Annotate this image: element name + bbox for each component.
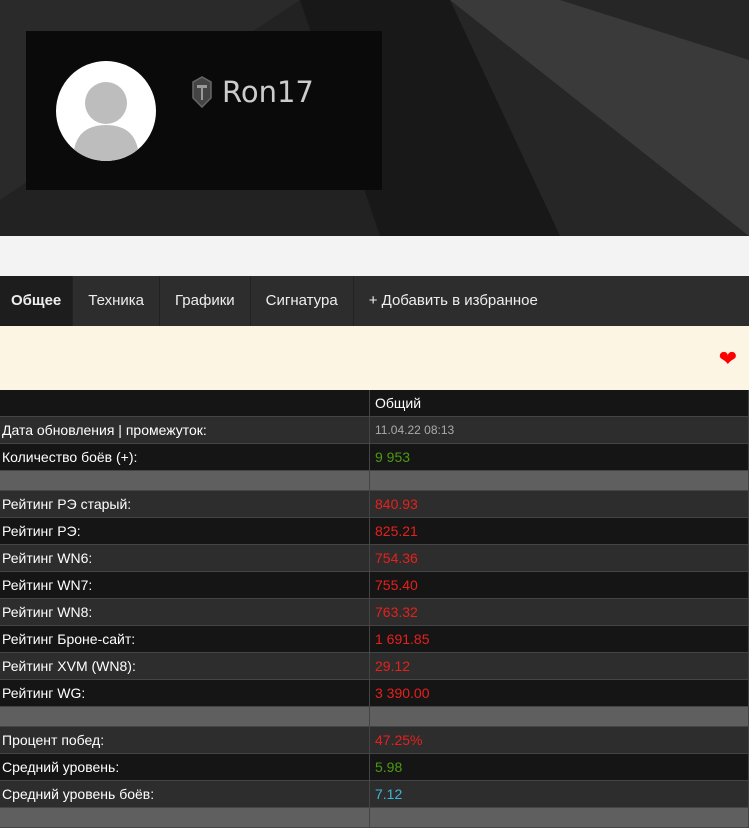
tab-signature[interactable]: Сигнатура bbox=[251, 276, 354, 326]
stat-value: 47.25% bbox=[369, 726, 749, 754]
table-row: Рейтинг Броне-сайт: 1 691.85 bbox=[0, 625, 749, 653]
avatar bbox=[56, 61, 156, 161]
tab-vehicles[interactable]: Техника bbox=[73, 276, 161, 326]
stat-label: Рейтинг РЭ: bbox=[0, 517, 370, 545]
player-name: Ron17 bbox=[222, 75, 314, 109]
table-row: Средний уровень: 5.98 bbox=[0, 753, 749, 781]
stat-value: 3 390.00 bbox=[369, 679, 749, 707]
tab-bar: Общее Техника Графики Сигнатура + Добави… bbox=[0, 276, 749, 326]
stat-label: Рейтинг РЭ старый: bbox=[0, 490, 370, 518]
profile-banner: Ron17 bbox=[0, 0, 749, 236]
table-row: Рейтинг XVM (WN8): 29.12 bbox=[0, 652, 749, 680]
stat-value: 754.36 bbox=[369, 544, 749, 572]
add-favorite-button[interactable]: + Добавить в избранное bbox=[368, 292, 538, 309]
stat-value: 29.12 bbox=[369, 652, 749, 680]
stat-label: Рейтинг WN6: bbox=[0, 544, 370, 572]
table-row: Рейтинг РЭ: 825.21 bbox=[0, 517, 749, 545]
table-row: Рейтинг WN8: 763.32 bbox=[0, 598, 749, 626]
heart-icon[interactable]: ❤ bbox=[718, 346, 737, 371]
separator-row bbox=[0, 807, 749, 828]
stat-label: Дата обновления | промежуток: bbox=[0, 416, 370, 444]
tab-general[interactable]: Общее bbox=[0, 276, 74, 326]
stats-table: Общий Дата обновления | промежуток: 11.04… bbox=[0, 390, 749, 828]
table-row: Средний уровень боёв: 7.12 bbox=[0, 780, 749, 808]
stat-label: Средний уровень: bbox=[0, 753, 370, 781]
table-row: Дата обновления | промежуток: 11.04.22 08… bbox=[0, 416, 749, 444]
separator-row bbox=[0, 470, 749, 491]
stat-label: Процент побед: bbox=[0, 726, 370, 754]
table-row: Количество боёв (+): 9 953 bbox=[0, 443, 749, 471]
notice-bar: ❤ bbox=[0, 326, 749, 390]
spacer bbox=[0, 236, 749, 276]
separator-row bbox=[0, 706, 749, 727]
stat-value: 11.04.22 08:13 bbox=[369, 416, 749, 444]
table-row: Рейтинг РЭ старый: 840.93 bbox=[0, 490, 749, 518]
stat-value: 755.40 bbox=[369, 571, 749, 599]
stat-label: Рейтинг WN8: bbox=[0, 598, 370, 626]
stat-value: 840.93 bbox=[369, 490, 749, 518]
stat-value: 1 691.85 bbox=[369, 625, 749, 653]
stat-value: 5.98 bbox=[369, 753, 749, 781]
stat-label: Количество боёв (+): bbox=[0, 443, 370, 471]
stat-value: 825.21 bbox=[369, 517, 749, 545]
stat-value: 7.12 bbox=[369, 780, 749, 808]
stat-value: 763.32 bbox=[369, 598, 749, 626]
tab-charts[interactable]: Графики bbox=[160, 276, 251, 326]
table-row: Рейтинг WN6: 754.36 bbox=[0, 544, 749, 572]
wot-shield-icon bbox=[192, 76, 212, 108]
stat-label: Рейтинг XVM (WN8): bbox=[0, 652, 370, 680]
stat-value: 9 953 bbox=[369, 443, 749, 471]
stat-label: Рейтинг WN7: bbox=[0, 571, 370, 599]
stat-label: Средний уровень боёв: bbox=[0, 780, 370, 808]
stat-label: Рейтинг Броне-сайт: bbox=[0, 625, 370, 653]
table-row: Рейтинг WG: 3 390.00 bbox=[0, 679, 749, 707]
profile-card: Ron17 bbox=[26, 31, 382, 190]
table-row: Процент побед: 47.25% bbox=[0, 726, 749, 754]
table-row: Рейтинг WN7: 755.40 bbox=[0, 571, 749, 599]
stat-label: Рейтинг WG: bbox=[0, 679, 370, 707]
column-header: Общий bbox=[369, 390, 749, 417]
